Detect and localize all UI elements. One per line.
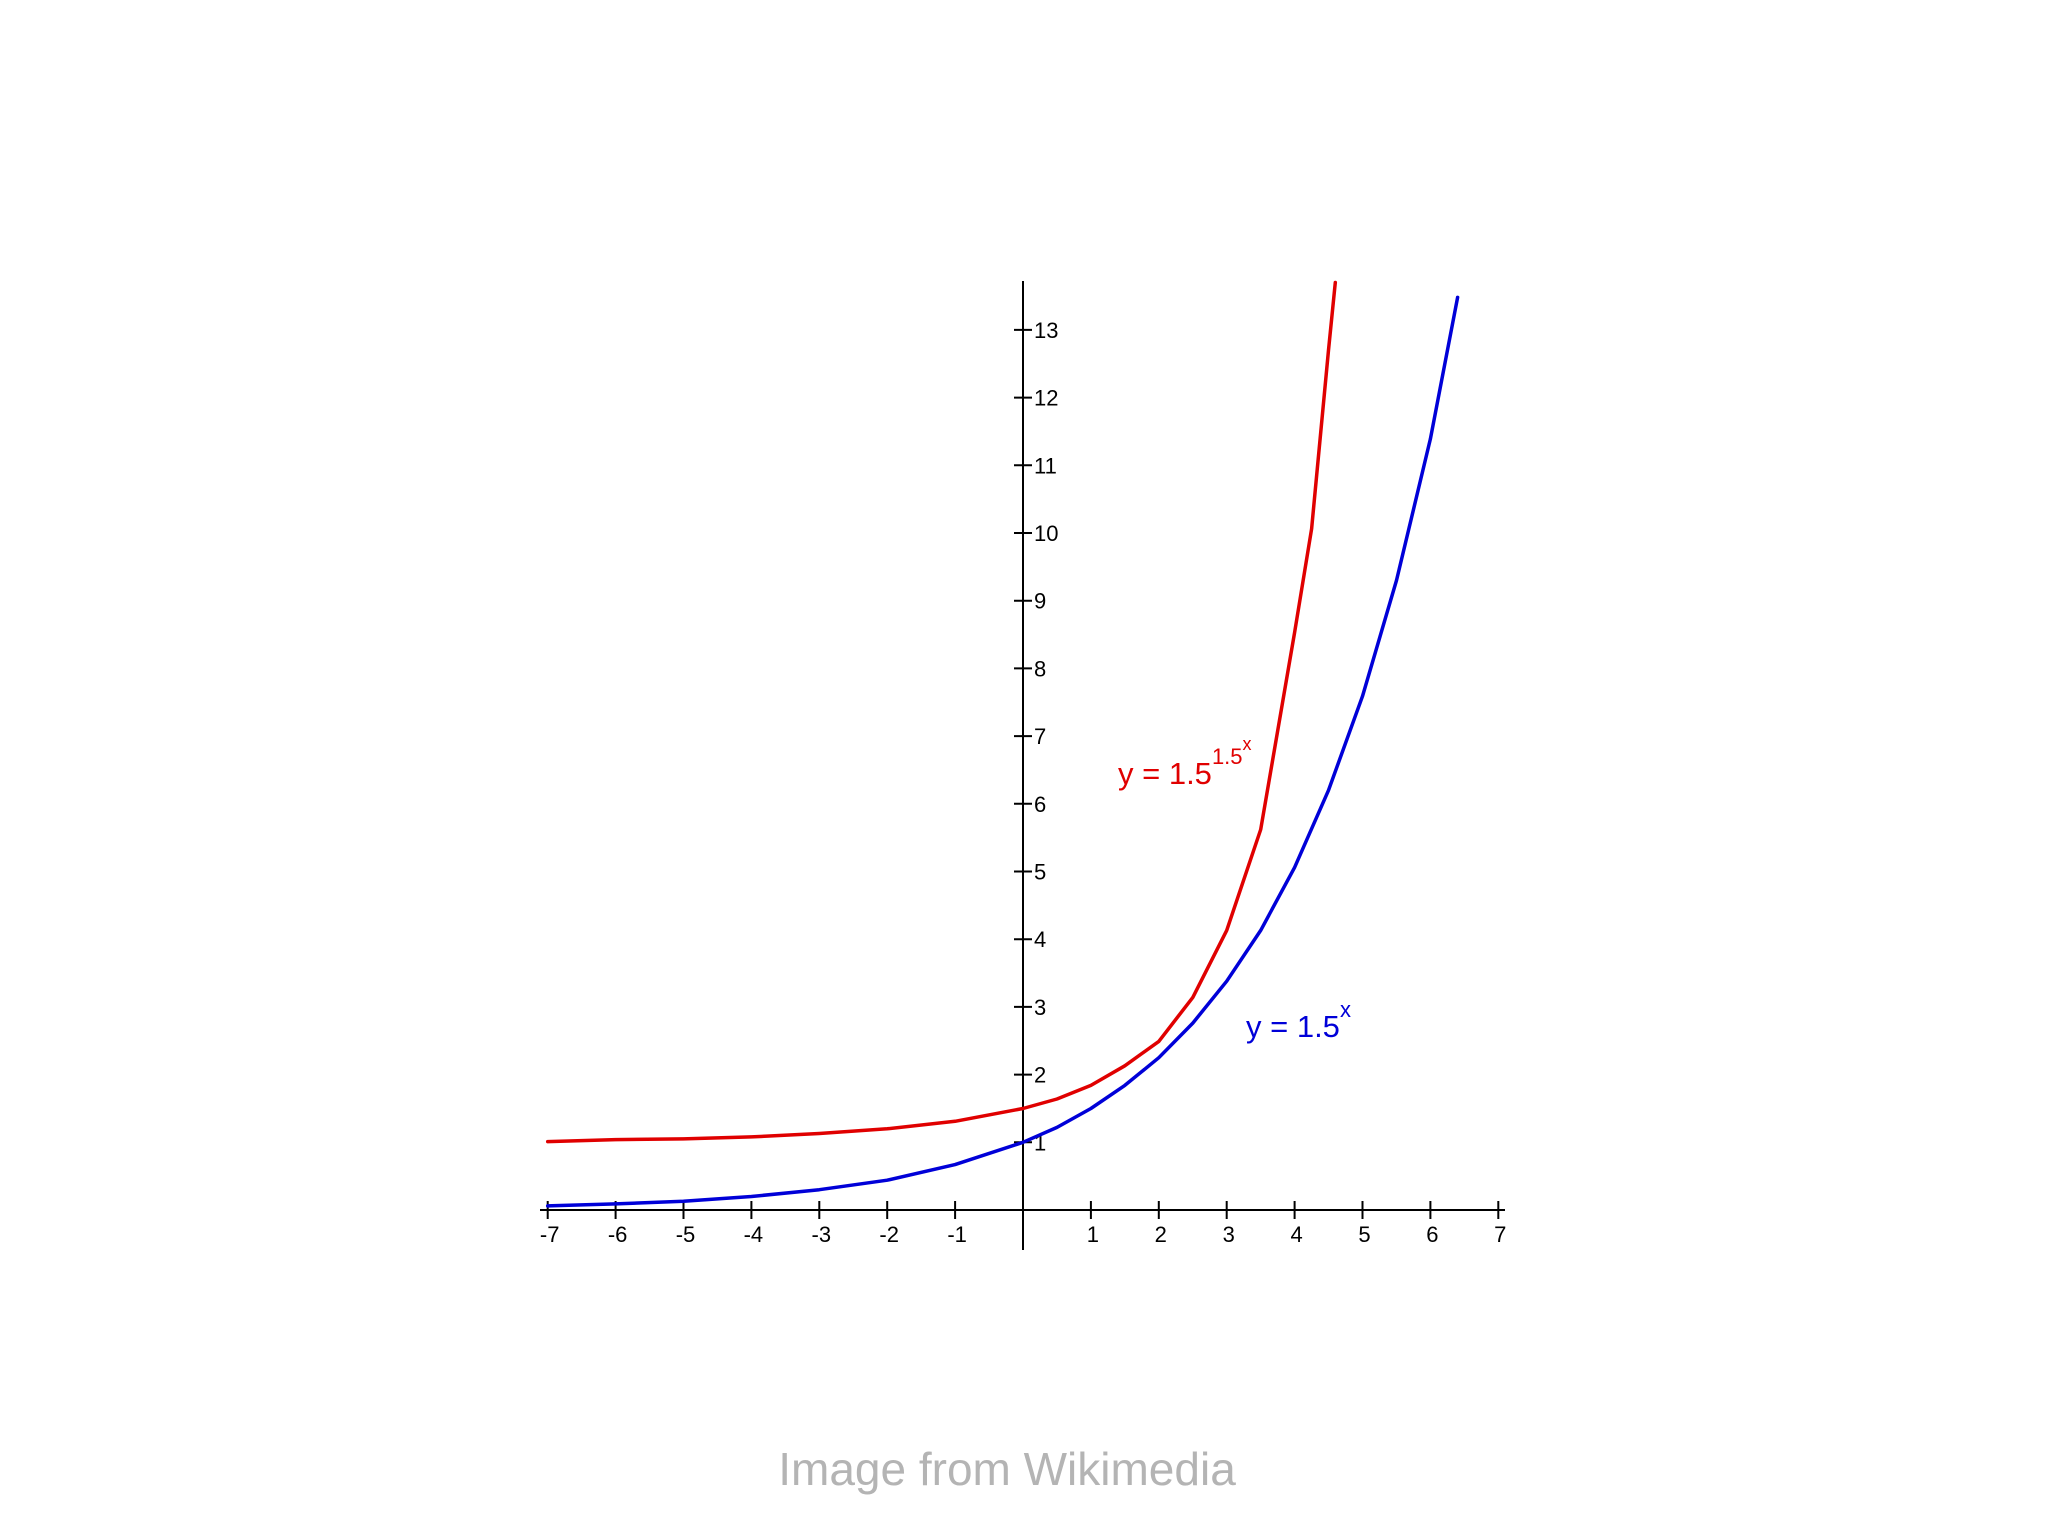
y-tick-label: 4 — [1034, 927, 1046, 952]
y-tick-label: 6 — [1034, 792, 1046, 817]
x-tick-label: 4 — [1290, 1222, 1302, 1247]
series-line-red — [545, 280, 1338, 1144]
red-label-exp2: x — [1243, 734, 1252, 754]
x-tick-label: -6 — [608, 1222, 628, 1247]
y-tick-label: 11 — [1034, 453, 1057, 478]
x-tick-label: 3 — [1223, 1222, 1235, 1247]
y-tick-label: 7 — [1034, 724, 1046, 749]
x-tick-label: 2 — [1155, 1222, 1167, 1247]
y-tick-label: 9 — [1034, 589, 1046, 614]
image-caption: Image from Wikimedia — [778, 1443, 1236, 1495]
red-curve-label: y = 1.51.5x — [1118, 734, 1252, 791]
red-label-exp1: 1.5 — [1212, 744, 1243, 769]
x-ticks: -7 -6 -5 -4 -3 -2 -1 1 2 3 4 5 6 7 — [540, 1201, 1506, 1247]
x-tick-label: -7 — [540, 1222, 560, 1247]
x-tick-label: -3 — [812, 1222, 832, 1247]
x-tick-label: -5 — [676, 1222, 696, 1247]
x-tick-label: -1 — [947, 1222, 967, 1247]
series-line-blue — [545, 295, 1460, 1208]
series-layer — [545, 280, 1460, 1208]
y-tick-label: 12 — [1034, 386, 1058, 411]
x-tick-label: 5 — [1358, 1222, 1370, 1247]
red-label-base: y = 1.5 — [1118, 756, 1212, 791]
y-tick-label: 13 — [1034, 318, 1058, 343]
x-tick-label: -2 — [879, 1222, 899, 1247]
blue-curve-label: y = 1.5x — [1246, 997, 1351, 1044]
x-tick-label: -4 — [744, 1222, 764, 1247]
x-tick-label: 6 — [1426, 1222, 1438, 1247]
y-tick-label: 3 — [1034, 995, 1046, 1020]
x-tick-label: 1 — [1087, 1222, 1099, 1247]
blue-label-exp: x — [1340, 997, 1351, 1022]
y-tick-label: 2 — [1034, 1063, 1046, 1088]
y-tick-label: 10 — [1034, 521, 1058, 546]
y-tick-label: 5 — [1034, 860, 1046, 885]
blue-label-base: y = 1.5 — [1246, 1009, 1340, 1044]
y-tick-label: 8 — [1034, 656, 1046, 681]
x-tick-label: 7 — [1494, 1222, 1506, 1247]
